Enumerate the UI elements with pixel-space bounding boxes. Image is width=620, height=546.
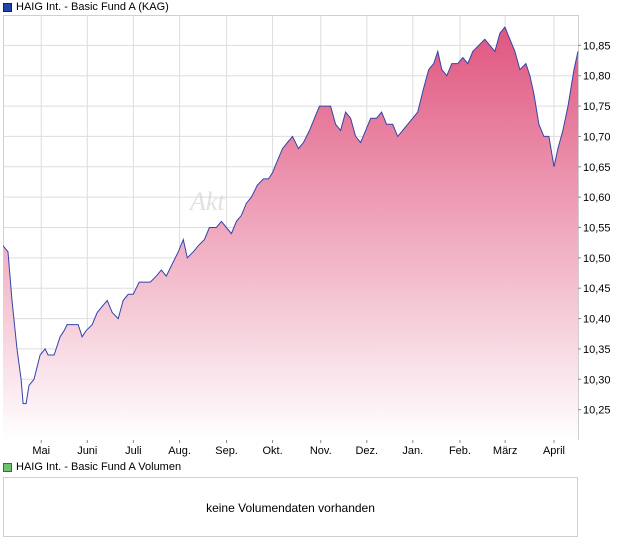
y-tick-label: 10,75 [583, 101, 611, 113]
x-tick-label: Juni [77, 445, 97, 457]
x-tick-label: Aug. [168, 445, 191, 457]
x-tick-label: Nov. [310, 445, 332, 457]
y-tick-label: 10,45 [583, 283, 611, 295]
y-tick-label: 10,35 [583, 344, 611, 356]
y-tick-label: 10,30 [583, 374, 611, 386]
volume-legend-swatch [3, 462, 12, 472]
volume-legend: HAIG Int. - Basic Fund A Volumen [3, 460, 181, 474]
x-tick-label: Mai [32, 445, 50, 457]
x-tick-label: April [543, 445, 565, 457]
x-tick-label: Okt. [262, 445, 282, 457]
price-area [3, 27, 578, 440]
volume-legend-label: HAIG Int. - Basic Fund A Volumen [16, 461, 182, 473]
x-tick-label: März [493, 445, 517, 457]
y-tick-label: 10,85 [583, 40, 611, 52]
y-tick-label: 10,60 [583, 192, 611, 204]
y-tick-label: 10,80 [583, 71, 611, 83]
y-tick-label: 10,65 [583, 162, 611, 174]
x-tick-label: Juli [125, 445, 142, 457]
price-chart: Akt 10,2510,3010,3510,4010,4510,5010,551… [3, 15, 611, 457]
watermark-text: Akt [188, 187, 225, 216]
x-tick-label: Dez. [355, 445, 378, 457]
volume-panel: keine Volumendaten vorhanden [3, 477, 578, 537]
y-axis: 10,25 10,30 10,35 10,40 10,45 10,50 10,55 10,60… [578, 40, 611, 417]
y-tick-label: 10,50 [583, 253, 611, 265]
x-axis: Mai Juni Juli Aug. Sep. Okt. Nov. Dez. Jan. Feb. M… [32, 440, 565, 457]
y-tick-label: 10,70 [583, 131, 611, 143]
price-legend-swatch [3, 2, 12, 12]
y-tick-label: 10,25 [583, 405, 611, 417]
y-tick-label: 10,55 [583, 223, 611, 235]
price-line [3, 26, 579, 405]
no-volume-message: keine Volumendaten vorhanden [206, 501, 375, 515]
x-tick-label: Feb. [449, 445, 471, 457]
y-tick-label: 10,40 [583, 314, 611, 326]
price-legend-label: HAIG Int. - Basic Fund A (KAG) [16, 1, 169, 13]
price-legend: HAIG Int. - Basic Fund A (KAG) [3, 0, 169, 14]
x-tick-label: Jan. [402, 445, 423, 457]
x-tick-label: Sep. [215, 445, 238, 457]
